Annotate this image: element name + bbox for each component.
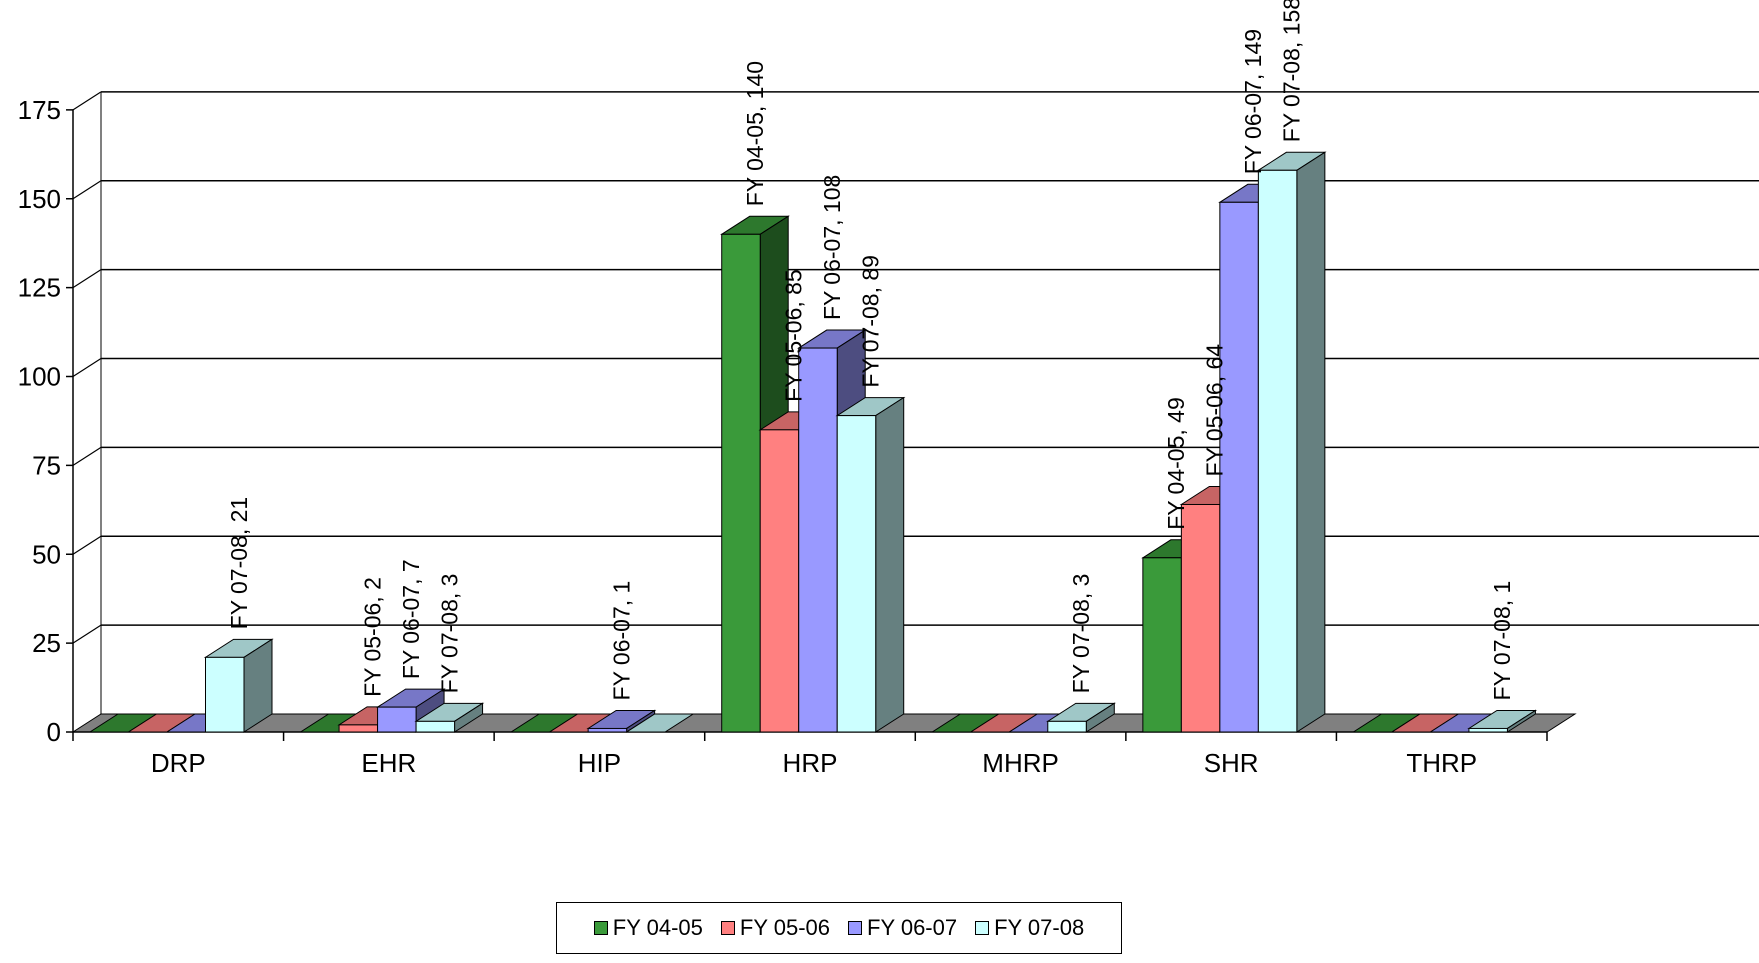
data-label: FY 06-07, 7 (398, 559, 424, 679)
legend-swatch (848, 921, 862, 935)
x-tick-label: SHR (1204, 748, 1259, 778)
legend-item: FY 07-08 (975, 915, 1084, 941)
bar-front (377, 706, 417, 733)
data-label: FY 07-08, 3 (1068, 574, 1094, 694)
data-label: FY 07-08, 3 (436, 574, 462, 694)
bar-front (1180, 503, 1221, 733)
data-label: FY 06-07, 108 (819, 175, 845, 320)
data-label: FY 04-05, 49 (1163, 397, 1189, 530)
gridline-diagonal (72, 91, 102, 111)
x-tick-label: HRP (783, 748, 838, 778)
x-tick-label: HIP (578, 748, 621, 778)
legend-label: FY 06-07 (867, 915, 958, 940)
data-label: FY 04-05, 140 (742, 61, 768, 206)
data-label: FY 07-08, 1 (1489, 581, 1515, 701)
gridline-diagonal (72, 357, 102, 378)
bars (88, 151, 1538, 733)
y-tick-label: 175 (18, 95, 61, 125)
legend-item: FY 04-05 (593, 915, 703, 941)
legend-item: FY 05-06 (720, 915, 830, 941)
bar-front (415, 720, 456, 733)
legend-swatch (593, 921, 608, 935)
y-tick-label: 25 (32, 628, 61, 658)
bar-front (587, 727, 628, 733)
bar-front (1219, 201, 1259, 733)
bar-front (759, 429, 800, 733)
bar (1256, 151, 1327, 733)
bar-front (1257, 169, 1298, 733)
gridline-diagonal (72, 269, 102, 289)
data-label: FY 05-06, 64 (1202, 344, 1228, 477)
data-labels: FY 07-08, 21 FY 05-06, 2 FY 06-07, 7 FY 07-… (226, 0, 1515, 700)
bar-side (1296, 151, 1326, 733)
bar (1467, 709, 1538, 733)
gridline-diagonal (72, 535, 102, 555)
gridline-diagonal (72, 446, 102, 466)
bar-front (798, 347, 838, 733)
legend-label: FY 05-06 (739, 915, 830, 940)
bar-top (624, 713, 695, 733)
bar-front (205, 656, 245, 733)
bar-front (721, 233, 761, 733)
legend-label: FY 04-05 (612, 915, 703, 940)
gridline-diagonal (72, 624, 102, 644)
y-tick-label: 75 (32, 450, 61, 480)
bar-front (1142, 557, 1182, 733)
data-label: FY 06-07, 1 (608, 581, 634, 701)
bar-front (1468, 727, 1508, 733)
data-label: FY 05-06, 2 (359, 577, 385, 697)
x-tick-label: EHR (361, 748, 416, 778)
y-tick-label: 0 (47, 717, 61, 747)
bar-side (875, 396, 905, 733)
bar (414, 702, 485, 733)
data-label: FY 07-08, 158 (1279, 0, 1305, 142)
data-label: FY 07-08, 21 (226, 497, 252, 630)
bar-front (338, 724, 379, 733)
x-tick-label: MHRP (982, 748, 1059, 778)
bar (835, 396, 906, 733)
legend-swatch (720, 921, 735, 935)
legend-swatch (975, 921, 990, 935)
x-tick-label: DRP (151, 748, 206, 778)
data-label: FY 06-07, 149 (1240, 29, 1266, 174)
bar (1046, 702, 1116, 733)
x-tick-label: THRP (1406, 748, 1477, 778)
legend-item: FY 06-07 (848, 915, 957, 941)
y-tick-label: 125 (18, 273, 61, 303)
gridline-diagonal (72, 180, 102, 200)
bar (624, 713, 695, 733)
data-label: FY 07-08, 89 (857, 255, 883, 388)
legend: FY 04-05 FY 05-06 FY 06-07 FY 07-08 (556, 902, 1122, 954)
bar-front (836, 415, 877, 733)
legend-label: FY 07-08 (994, 915, 1085, 940)
y-tick-label: 100 (18, 362, 61, 392)
bar (203, 638, 274, 733)
bar-front (1047, 720, 1087, 733)
y-tick-label: 150 (18, 184, 61, 214)
y-tick-label: 50 (32, 539, 61, 569)
data-label: FY 05-06, 85 (780, 269, 806, 402)
